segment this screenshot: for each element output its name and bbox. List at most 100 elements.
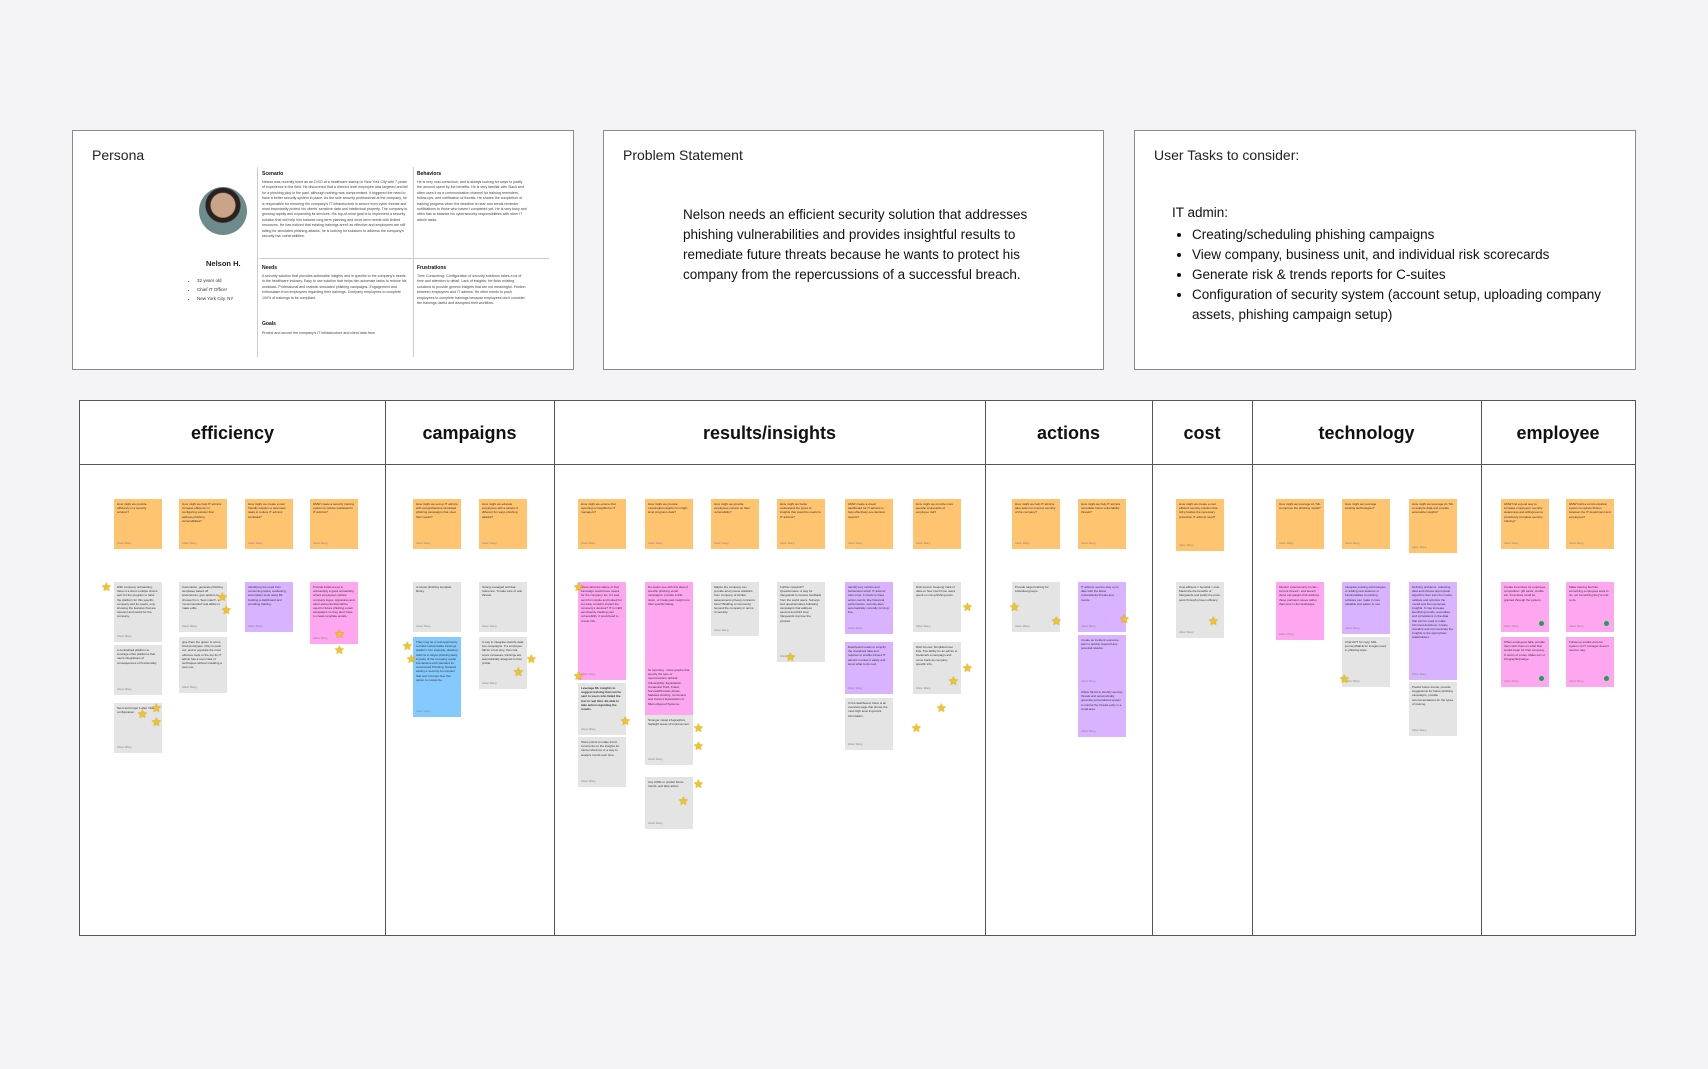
sticky-note[interactable]: Predict future trends, provide suggestio… <box>1409 682 1457 736</box>
sticky-note[interactable]: How might we create a cost efficient sec… <box>1176 499 1224 551</box>
sticky-note[interactable]: How might we provide meaningful insights… <box>645 499 693 549</box>
sticky-note-author: Alison Wang <box>117 541 132 545</box>
problem-statement-frame[interactable]: Problem Statement Nelson needs an effici… <box>603 130 1104 370</box>
persona-avatar <box>199 187 247 235</box>
sticky-note[interactable]: Identify key metrics and behaviours whic… <box>845 582 893 634</box>
sticky-note[interactable]: How might we provide more specific score… <box>913 499 961 549</box>
sticky-note-text: Its reporting - show graphs that specify… <box>648 668 690 706</box>
sticky-note[interactable]: How might we help IT admins increase eff… <box>179 499 227 549</box>
sticky-note[interactable]: A robust phishing template library. Aliso… <box>413 582 461 632</box>
sticky-note[interactable]: How might we help IT admins remediate fu… <box>1078 499 1126 549</box>
sticky-note-text: How might we create a user friendly solu… <box>248 502 286 519</box>
sticky-note[interactable]: Maybe the company can provide anonymous … <box>711 582 759 636</box>
sticky-note[interactable]: How might we leverage AI / ML to analyze… <box>1409 499 1457 553</box>
sticky-note[interactable]: Chat GPT for copy. Mid-journey/Dall-E fo… <box>1342 637 1390 687</box>
sticky-note[interactable]: How might we help IT admins take action … <box>1012 499 1060 549</box>
sticky-note-text: How might we better understand the types… <box>780 502 822 519</box>
sticky-note[interactable]: How might we set up IT admins with compr… <box>413 499 461 549</box>
sticky-note-author: Alison Wang <box>1279 632 1294 636</box>
affinity-board[interactable]: efficiency campaigns results/insights ac… <box>79 400 1636 936</box>
sticky-note-author: Alison Wang <box>416 709 431 713</box>
star-vote-icon: ★ <box>693 777 704 791</box>
column-header-campaigns: campaigns <box>422 423 517 443</box>
sticky-note[interactable]: Risk Scores: Simplified real lists. The … <box>913 642 961 694</box>
sticky-note[interactable]: How might we provide efficiency in a sec… <box>114 499 162 549</box>
star-vote-icon: ★ <box>693 721 704 735</box>
star-vote-icon: ★ <box>406 652 417 666</box>
sticky-note-author: Alison Wang <box>916 624 931 628</box>
sticky-note-text: Leverage ML insights to suggest training… <box>581 686 622 712</box>
sticky-note-author: Alison Wang <box>248 541 263 545</box>
sticky-note[interactable]: With company onboarding, there is a shor… <box>114 582 162 642</box>
sticky-note[interactable]: HMW find a good way to increase employee… <box>1501 499 1549 549</box>
sticky-note[interactable]: Identifying the need from consuming task… <box>245 582 293 632</box>
sticky-note-author: Alison Wang <box>1412 728 1427 732</box>
star-vote-icon: ★ <box>620 714 631 728</box>
sticky-note[interactable]: Follow up emails were be system so IT ma… <box>1566 637 1614 687</box>
sticky-note[interactable]: Strong managed archival reference. To ta… <box>479 582 527 632</box>
sticky-note-text: Monitor cybersecurity trends - current t… <box>1279 585 1320 606</box>
sticky-note[interactable]: Cost efficient = benefits > cost. Maximi… <box>1176 582 1224 638</box>
sticky-note[interactable]: Its reporting - show graphs that specify… <box>645 665 693 755</box>
sticky-note[interactable]: Monitor cybersecurity trends - current t… <box>1276 582 1324 640</box>
sticky-note[interactable]: IT admins need to stay up to date with t… <box>1078 582 1126 632</box>
sticky-note-author: Alison Wang <box>648 821 663 825</box>
column-header-cost: cost <box>1183 423 1221 443</box>
sticky-note[interactable]: How might we create a user friendly solu… <box>245 499 293 549</box>
sticky-note-text: give them the option to some brief proto… <box>182 640 222 670</box>
sticky-note[interactable]: How might we leverage existing technolog… <box>1342 499 1390 549</box>
sticky-note[interactable]: Show what the failure of that campaign w… <box>578 582 626 680</box>
sticky-note-text: Maybe the company can provide anonymous … <box>714 585 755 615</box>
sticky-note[interactable]: Defining problems, collecting data and c… <box>1409 582 1457 680</box>
sticky-note[interactable]: Further research? Questionnaire. A way f… <box>777 582 825 662</box>
sticky-note[interactable]: give them the option to some brief proto… <box>179 637 227 693</box>
sticky-note[interactable]: A way to integrate real-life data into c… <box>479 637 527 689</box>
vote-dot-icon <box>1539 676 1544 681</box>
sticky-note[interactable]: How might we educate employees with a va… <box>479 499 527 549</box>
sticky-note[interactable]: HMW create a visual dashboard for IT adm… <box>845 499 893 549</box>
frustrations-text: Time Consuming: Configuration of securit… <box>417 274 526 306</box>
sticky-note[interactable]: How might we better understand the types… <box>777 499 825 549</box>
star-vote-icon: ★ <box>526 652 537 666</box>
star-vote-icon: ★ <box>1339 672 1350 686</box>
sticky-note[interactable]: Set it and forget it after initial confi… <box>114 703 162 753</box>
sticky-note[interactable]: How might we leverage AI / ML to improve… <box>1276 499 1324 549</box>
sticky-note[interactable]: They may be a real opportunity to build … <box>413 637 461 717</box>
sticky-note[interactable]: Risk scores: Keeping track of data on ho… <box>913 582 961 632</box>
sticky-note-text: Make training feel like something employ… <box>1569 585 1609 602</box>
sticky-note[interactable]: Dashboard needs to simplify the visualiz… <box>845 642 893 694</box>
user-tasks-frame[interactable]: User Tasks to consider: IT admin: Creati… <box>1134 130 1636 370</box>
sticky-note-author: Alison Wang <box>182 624 197 628</box>
sticky-note[interactable]: Create an incident response plan to quic… <box>1078 635 1126 687</box>
sticky-note[interactable]: Stronger visual infographics, highlight … <box>645 715 693 765</box>
sticky-note[interactable]: Use AI/ML to predict future trends, and … <box>645 777 693 829</box>
persona-frame[interactable]: Persona Nelson H. 32 years old Chief IT … <box>72 130 574 370</box>
sticky-note-author: Alison Wang <box>1504 624 1519 628</box>
star-vote-icon: ★ <box>1119 612 1130 626</box>
sticky-note-author: Alison Wang <box>581 541 596 545</box>
sticky-note[interactable]: Show points to make trend comments on th… <box>578 737 626 787</box>
sticky-note[interactable]: How might we ensure that reporting is in… <box>578 499 626 549</box>
sticky-note[interactable]: HMW build a communication system to redu… <box>1566 499 1614 549</box>
sticky-note-text: How might we set up IT admins with compr… <box>416 502 458 519</box>
sticky-note[interactable]: Integrate existing technologies or addin… <box>1342 582 1390 634</box>
sticky-note[interactable]: Provide target training for individual g… <box>1012 582 1060 632</box>
sticky-note-text: How might we ensure that reporting is in… <box>581 502 616 515</box>
sticky-note[interactable]: Utilize ML/AI to identify security threa… <box>1078 687 1126 737</box>
sticky-note[interactable]: Create incentives for employee competiti… <box>1501 582 1549 632</box>
sticky-note[interactable]: Leverage ML insights to suggest training… <box>578 683 626 735</box>
sticky-note-text: They may be a real opportunity to build … <box>416 640 458 682</box>
sticky-note-author: Alison Wang <box>1081 624 1096 628</box>
sticky-note-author: Alison Wang <box>1345 679 1360 683</box>
sticky-note-author: Alison Wang <box>1412 545 1427 549</box>
sticky-note[interactable]: How might we provide employees context o… <box>711 499 759 549</box>
goals-text: Protect and secure the company's IT infr… <box>262 331 375 335</box>
sticky-note-text: A robust phishing template library. <box>416 585 452 594</box>
sticky-note[interactable]: HMW create a security training system to… <box>310 499 358 549</box>
sticky-note[interactable]: A centralized platform to leverage other… <box>114 645 162 695</box>
sticky-note-author: Alison Wang <box>1412 672 1427 676</box>
sticky-note[interactable]: Provide initial set-up in onboarding a g… <box>310 582 358 644</box>
sticky-note[interactable]: In the dashboard, there is an overview p… <box>845 698 893 750</box>
sticky-note-author: Alison Wang <box>1569 679 1584 683</box>
sticky-note[interactable]: Automation, generate phishing templates … <box>179 582 227 632</box>
